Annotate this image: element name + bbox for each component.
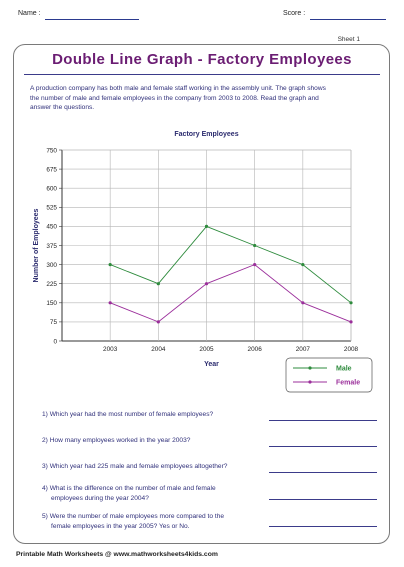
question-2: 2) How many employees worked in the year… [42, 436, 272, 446]
data-point-female [349, 320, 353, 324]
y-tick-label: 375 [46, 243, 57, 250]
legend-label-male: Male [336, 366, 352, 373]
question-3: 3) Which year had 225 male and female em… [42, 462, 272, 472]
x-axis-label: Year [204, 361, 219, 368]
legend-marker-male [308, 366, 312, 370]
legend-marker-female [308, 380, 312, 384]
y-tick-label: 750 [46, 147, 57, 154]
series-line-female [110, 264, 352, 323]
x-tick-label: 2004 [151, 346, 166, 353]
y-tick-label: 300 [46, 262, 57, 269]
data-point-male [156, 282, 160, 286]
name-label: Name : [18, 10, 41, 17]
data-point-male [349, 301, 353, 305]
chart-title: Factory Employees [174, 131, 238, 138]
data-point-male [301, 263, 305, 267]
name-answer-line[interactable] [45, 19, 139, 20]
question-4: 4) What is the difference on the number … [42, 484, 272, 503]
answer-line-4[interactable] [269, 499, 377, 500]
y-tick-label: 0 [53, 338, 57, 345]
score-answer-line[interactable] [310, 19, 386, 20]
question-line: employees during the year 2004? [51, 494, 149, 502]
legend-label-female: Female [336, 380, 360, 387]
y-tick-label: 675 [46, 166, 57, 173]
x-tick-label: 2007 [296, 346, 311, 353]
x-tick-label: 2006 [248, 346, 263, 353]
worksheet-frame [13, 44, 390, 544]
data-point-female [156, 320, 160, 324]
score-label: Score : [283, 10, 306, 17]
line-chart: Factory Employees 0 75 150 225 300 375 450 525 60… [33, 131, 373, 393]
data-point-female [253, 263, 257, 267]
question-line: 5) Were the number of male employees mor… [42, 513, 225, 520]
data-point-female [108, 301, 112, 305]
title-rule [24, 74, 380, 75]
y-tick-label: 75 [50, 319, 58, 326]
question-line: 1) Which year had the most number of fem… [42, 411, 214, 418]
question-1: 1) Which year had the most number of fem… [42, 410, 272, 420]
x-tick-label: 2005 [199, 346, 214, 353]
data-point-female [204, 282, 209, 286]
y-axis-label: Number of Employees [33, 208, 40, 282]
data-point-male [204, 224, 209, 228]
y-tick-label: 450 [46, 224, 57, 231]
y-tick-label: 525 [46, 205, 57, 212]
intro-line: A production company has both male and f… [30, 85, 326, 92]
x-tick-label: 2003 [103, 346, 118, 353]
answer-line-3[interactable] [269, 472, 377, 473]
intro-paragraph: A production company has both male and f… [30, 84, 380, 113]
answer-line-5[interactable] [269, 526, 377, 527]
series-line-male [110, 225, 352, 304]
answer-line-2[interactable] [269, 446, 377, 447]
legend-box [285, 357, 373, 393]
x-tick-label: 2008 [344, 346, 359, 353]
data-point-female [301, 301, 305, 305]
question-5: 5) Were the number of male employees mor… [42, 512, 272, 531]
intro-line: the number of male and female employees … [30, 94, 319, 102]
worksheet-title: Double Line Graph - Factory Employees [52, 51, 352, 68]
y-tick-label: 225 [46, 281, 57, 288]
answer-line-1[interactable] [269, 420, 377, 421]
question-line: female employees in the year 2005? Yes o… [51, 522, 190, 530]
question-line: 4) What is the difference on the number … [42, 485, 216, 492]
intro-line: answer the questions. [30, 104, 95, 111]
question-line: 3) Which year had 225 male and female em… [42, 463, 228, 470]
data-point-male [253, 243, 257, 248]
question-line: 2) How many employees worked in the year… [42, 437, 191, 444]
y-tick-label: 150 [46, 300, 57, 307]
y-tick-label: 600 [46, 186, 57, 193]
footer: Printable Math Worksheets @ www.mathwork… [16, 551, 218, 558]
data-point-male [108, 263, 112, 267]
sheet-label: Sheet 1 [337, 36, 360, 43]
